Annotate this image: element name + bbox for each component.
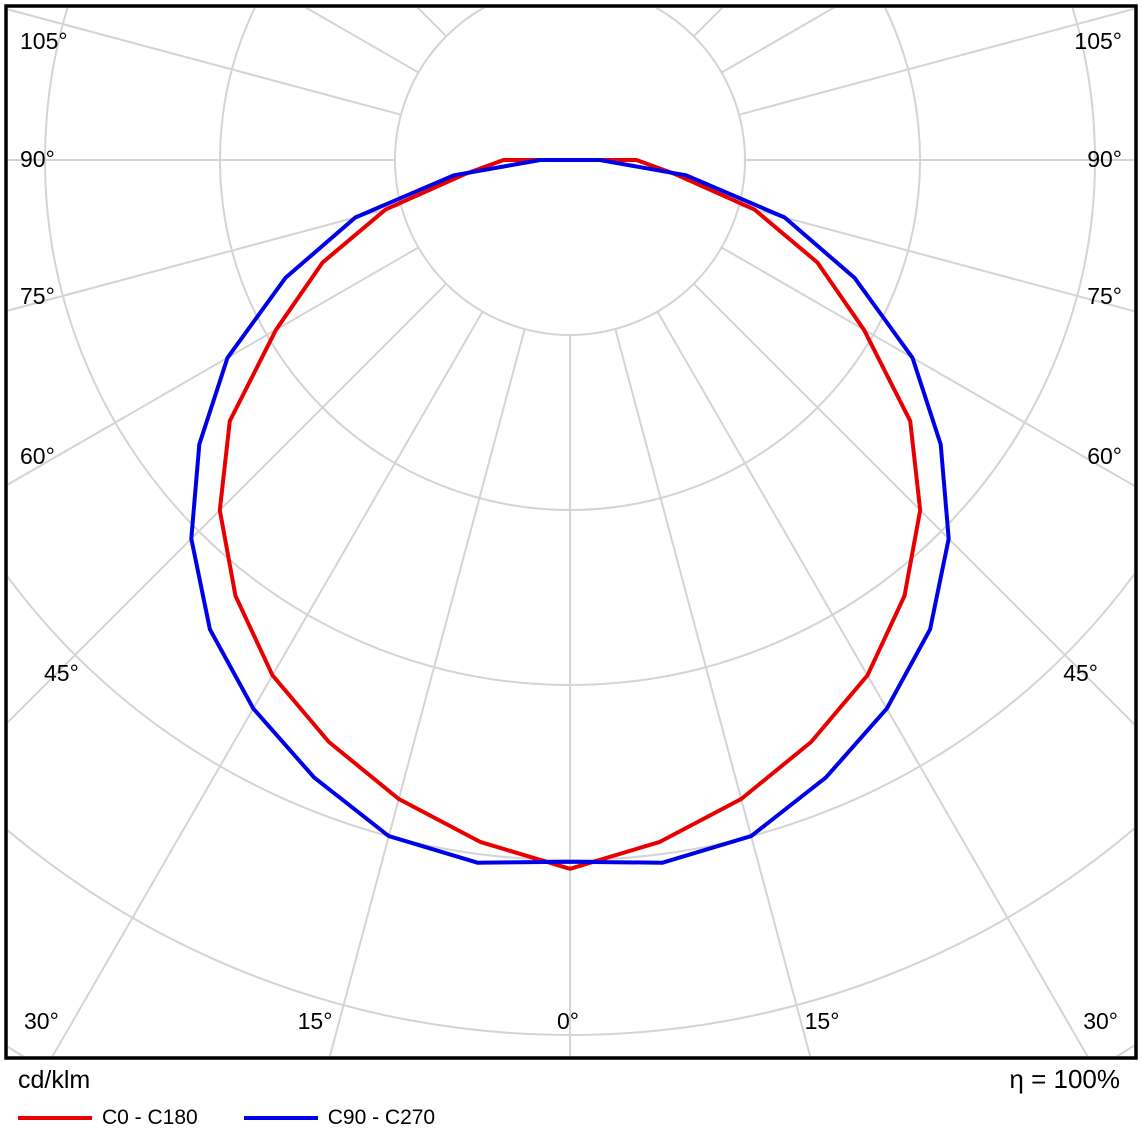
grid-spoke [51, 311, 484, 1056]
angle-label-right-45deg: 45° [1063, 660, 1098, 686]
grid-spoke [738, 8, 1134, 116]
angle-label-left-45deg: 45° [44, 660, 79, 686]
legend-line-c0-c180 [18, 1116, 92, 1120]
legend-label-c90-c270: C90 - C270 [327, 1106, 436, 1129]
curve-c90-c270 [189, 158, 951, 865]
grid-spoke [8, 204, 402, 312]
legend: C0 - C180 C90 - C270 [18, 1106, 481, 1130]
efficiency-label: η = 100% [1009, 1064, 1120, 1094]
angle-label-right-60deg: 60° [1087, 443, 1122, 469]
angle-label-right-30deg: 30° [1083, 1008, 1118, 1034]
angle-label-left-105deg: 105° [20, 28, 68, 54]
units-label: cd/klm [18, 1066, 91, 1094]
angle-label-bottom-15deg: 15° [805, 1008, 840, 1034]
legend-label-c0-c180: C0 - C180 [102, 1106, 198, 1129]
angle-label-left-90deg: 90° [20, 146, 55, 172]
grid-spoke [721, 246, 1134, 487]
angle-label-left-60deg: 60° [20, 443, 55, 469]
grid-spoke [692, 282, 1134, 726]
grid-spoke [8, 246, 419, 486]
grid-spoke [328, 328, 526, 1056]
polar-grid [8, 8, 1134, 1056]
grid-spoke [614, 328, 812, 1056]
grid-spoke [8, 8, 402, 116]
angle-label-left-30deg: 30° [24, 1008, 59, 1034]
grid-spoke [8, 282, 448, 724]
polar-chart-canvas: 105° 90° 75° 60° 45° 30° 105° 90° 75° 60° 45° 30° 15… [4, 4, 1138, 1060]
angle-label-right-105deg: 105° [1074, 28, 1122, 54]
grid-spoke [738, 204, 1134, 313]
angle-label-right-90deg: 90° [1087, 146, 1122, 172]
angle-label-left-75deg: 75° [20, 283, 55, 309]
angle-label-right-75deg: 75° [1087, 283, 1122, 309]
angle-label-bottom-15deg: 15° [298, 1008, 333, 1034]
legend-line-c90-c270 [243, 1116, 318, 1120]
angle-label-bottom-0deg: 0° [557, 1008, 579, 1034]
grid-spoke [656, 311, 1089, 1056]
